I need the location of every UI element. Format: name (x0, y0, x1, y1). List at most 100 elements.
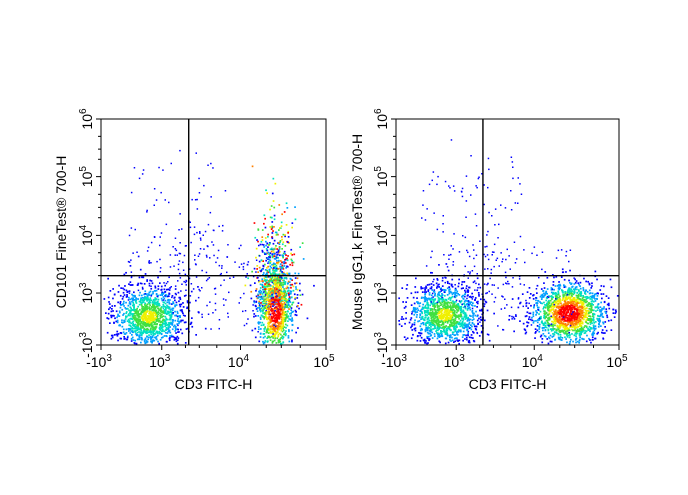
event-dot (139, 295, 141, 297)
event-dot (278, 250, 280, 252)
event-dot (166, 295, 168, 297)
event-dot (268, 323, 270, 325)
event-dot (158, 288, 160, 290)
event-dot (272, 232, 274, 234)
event-dot (126, 291, 128, 293)
event-dot (202, 316, 204, 318)
event-dot (254, 237, 256, 239)
event-dot (135, 326, 137, 328)
event-dot (270, 331, 272, 333)
event-dot (136, 343, 138, 345)
event-dot (146, 311, 148, 313)
event-dot (535, 297, 537, 299)
event-dot (468, 307, 470, 309)
event-dot (467, 335, 469, 337)
event-dot (430, 272, 432, 274)
event-dot (149, 283, 151, 285)
event-dot (465, 316, 467, 318)
event-dot (422, 287, 424, 289)
event-dot (270, 290, 272, 292)
event-dot (426, 343, 428, 345)
event-dot (139, 292, 141, 294)
event-dot (255, 290, 257, 292)
event-dot (211, 241, 213, 243)
event-dot (209, 277, 211, 279)
event-dot (544, 325, 546, 327)
event-dot (258, 302, 260, 304)
event-dot (263, 333, 265, 335)
event-dot (129, 329, 131, 331)
event-dot (195, 263, 197, 265)
event-dot (113, 322, 115, 324)
event-dot (279, 341, 281, 343)
event-dot (139, 336, 141, 338)
event-dot (262, 244, 264, 246)
event-dot (548, 343, 550, 345)
event-dot (186, 284, 188, 286)
event-dot (471, 337, 473, 339)
event-dot (307, 318, 309, 320)
event-dot (465, 300, 467, 302)
event-dot (439, 321, 441, 323)
event-dot (447, 302, 449, 304)
event-dot (126, 290, 128, 292)
event-dot (586, 335, 588, 337)
event-dot (414, 310, 416, 312)
event-dot (554, 331, 556, 333)
event-dot (474, 305, 476, 307)
event-dot (270, 299, 272, 301)
event-dot (414, 324, 416, 326)
event-dot (489, 340, 491, 342)
event-dot (148, 334, 150, 336)
event-dot (286, 224, 288, 226)
event-dot (438, 293, 440, 295)
event-dot (471, 326, 473, 328)
event-dot (405, 339, 407, 341)
event-dot (276, 254, 278, 256)
event-dot (447, 287, 449, 289)
event-dot (139, 309, 141, 311)
event-dot (299, 290, 301, 292)
event-dot (292, 222, 294, 224)
event-dot (185, 295, 187, 297)
event-dot (281, 222, 283, 224)
event-dot (200, 238, 202, 240)
event-dot (141, 283, 143, 285)
event-dot (139, 321, 141, 323)
event-dot (133, 321, 135, 323)
event-dot (273, 253, 275, 255)
event-dot (109, 322, 111, 324)
event-dot (267, 282, 269, 284)
event-dot (177, 311, 179, 313)
event-dot (589, 305, 591, 307)
event-dot (273, 273, 275, 275)
event-dot (413, 314, 415, 316)
event-dot (442, 300, 444, 302)
event-dot (262, 289, 264, 291)
event-dot (261, 324, 263, 326)
event-dot (287, 266, 289, 268)
event-dot (121, 309, 123, 311)
event-dot (168, 277, 170, 279)
event-dot (229, 278, 231, 280)
event-dot (143, 314, 145, 316)
event-dot (444, 295, 446, 297)
event-dot (536, 292, 538, 294)
event-dot (152, 327, 154, 329)
event-dot (146, 325, 148, 327)
event-dot (464, 290, 466, 292)
event-dot (163, 298, 165, 300)
event-dot (459, 294, 461, 296)
event-dot (169, 293, 171, 295)
event-dot (448, 289, 450, 291)
x-tick-exp: 3 (165, 353, 171, 364)
event-dot (254, 268, 256, 270)
event-dot (607, 316, 609, 318)
event-dot (422, 304, 424, 306)
event-dot (614, 316, 616, 318)
event-dot (467, 332, 469, 334)
event-dot (288, 236, 290, 238)
event-dot (150, 308, 152, 310)
event-dot (461, 300, 463, 302)
event-dot (180, 290, 182, 292)
